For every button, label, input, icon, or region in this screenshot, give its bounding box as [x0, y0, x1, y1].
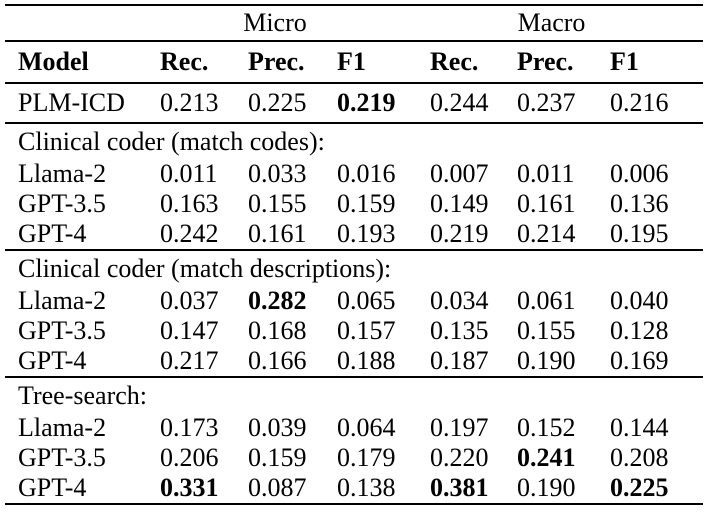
row-s2-gpt-3.5: GPT-3.5 0.147 0.168 0.157 0.135 0.155 0.…: [5, 316, 703, 346]
model-name-cell: Llama-2: [18, 159, 107, 188]
metric-value-cell: 0.244: [430, 88, 489, 117]
model-name-cell: PLM-ICD: [18, 88, 125, 117]
metric-value-cell: 0.159: [337, 189, 396, 218]
metric-value-cell: 0.168: [248, 316, 307, 345]
metric-value-cell: 0.169: [610, 346, 669, 375]
metric-value-cell: 0.016: [337, 159, 396, 188]
row-s2-llama-2: Llama-2 0.037 0.282 0.065 0.034 0.061 0.…: [5, 286, 703, 316]
metric-value-cell: 0.282: [248, 286, 307, 315]
row-s3-gpt-4: GPT-4 0.331 0.087 0.138 0.381 0.190 0.22…: [5, 473, 703, 504]
metric-value-cell: 0.155: [248, 189, 307, 218]
row-s1-gpt-4: GPT-4 0.242 0.161 0.193 0.219 0.214 0.19…: [5, 219, 704, 250]
metric-value-cell: 0.217: [160, 346, 219, 375]
model-name-cell: GPT-4: [18, 473, 87, 502]
macro-group-label: Macro: [517, 8, 586, 37]
col-header-macro-f1: F1: [610, 47, 639, 76]
metric-value-cell: 0.135: [430, 316, 489, 345]
metric-value-cell: 0.219: [337, 88, 396, 117]
col-header-micro-prec: Prec.: [248, 47, 305, 76]
metric-value-cell: 0.136: [610, 189, 669, 218]
metric-value-cell: 0.147: [160, 316, 219, 345]
metric-value-cell: 0.179: [337, 443, 396, 472]
metric-value-cell: 0.144: [610, 413, 669, 442]
metric-value-cell: 0.061: [517, 286, 576, 315]
section-header-clinical-coder-match-descriptions: Clinical coder (match descriptions):: [5, 250, 703, 286]
metric-value-cell: 0.166: [248, 346, 307, 375]
metric-value-cell: 0.138: [337, 473, 396, 502]
metric-value-cell: 0.237: [517, 88, 576, 117]
metric-value-cell: 0.163: [160, 189, 219, 218]
col-header-micro-rec: Rec.: [160, 47, 209, 76]
metric-value-cell: 0.161: [248, 219, 307, 248]
metric-group-header-row: Micro Macro: [5, 5, 704, 41]
metric-value-cell: 0.037: [160, 286, 219, 315]
metric-value-cell: 0.241: [517, 443, 576, 472]
metric-value-cell: 0.006: [610, 159, 669, 188]
section-header-label: Clinical coder (match descriptions):: [18, 253, 392, 283]
col-header-macro-rec: Rec.: [430, 47, 479, 76]
row-plm-icd: PLM-ICD 0.213 0.225 0.219 0.244 0.237 0.…: [5, 83, 704, 123]
metric-value-cell: 0.216: [610, 88, 669, 117]
section-header-label: Clinical coder (match codes):: [18, 126, 325, 156]
metric-value-cell: 0.161: [517, 189, 576, 218]
metric-value-cell: 0.208: [610, 443, 669, 472]
metric-value-cell: 0.157: [337, 316, 396, 345]
col-header-macro-prec: Prec.: [517, 47, 574, 76]
metric-value-cell: 0.190: [517, 346, 576, 375]
group-header-spacer: [5, 5, 160, 41]
metric-value-cell: 0.219: [430, 219, 489, 248]
model-name-cell: GPT-4: [18, 219, 87, 248]
metric-value-cell: 0.188: [337, 346, 396, 375]
metric-value-cell: 0.007: [430, 159, 489, 188]
metric-value-cell: 0.225: [248, 88, 307, 117]
metric-value-cell: 0.039: [248, 413, 307, 442]
results-table: Micro Macro Model Rec. Prec. F1 Rec. Pre…: [5, 4, 704, 505]
row-s1-gpt-3.5: GPT-3.5 0.163 0.155 0.159 0.149 0.161 0.…: [5, 189, 703, 219]
metric-value-cell: 0.173: [160, 413, 219, 442]
metric-value-cell: 0.206: [160, 443, 219, 472]
metric-value-cell: 0.155: [517, 316, 576, 345]
column-header-row: Model Rec. Prec. F1 Rec. Prec. F1: [5, 41, 704, 83]
section-header-clinical-coder-match-codes: Clinical coder (match codes):: [5, 123, 703, 159]
metric-value-cell: 0.190: [517, 473, 576, 502]
metric-value-cell: 0.242: [160, 219, 219, 248]
model-name-cell: Llama-2: [18, 413, 107, 442]
row-s1-llama-2: Llama-2 0.011 0.033 0.016 0.007 0.011 0.…: [5, 159, 703, 189]
section-header-label: Tree-search:: [18, 380, 147, 410]
model-name-cell: Llama-2: [18, 286, 107, 315]
metric-value-cell: 0.381: [430, 473, 489, 502]
model-name-cell: GPT-3.5: [18, 443, 106, 472]
metric-value-cell: 0.197: [430, 413, 489, 442]
metric-value-cell: 0.187: [430, 346, 489, 375]
row-s3-gpt-3.5: GPT-3.5 0.206 0.159 0.179 0.220 0.241 0.…: [5, 443, 703, 473]
metric-value-cell: 0.149: [430, 189, 489, 218]
metric-value-cell: 0.011: [160, 159, 218, 188]
metric-value-cell: 0.195: [610, 219, 669, 248]
metric-value-cell: 0.128: [610, 316, 669, 345]
model-name-cell: GPT-3.5: [18, 189, 106, 218]
col-header-micro-f1: F1: [337, 47, 366, 76]
model-name-cell: GPT-3.5: [18, 316, 106, 345]
metric-value-cell: 0.011: [517, 159, 575, 188]
metric-value-cell: 0.087: [248, 473, 307, 502]
row-s2-gpt-4: GPT-4 0.217 0.166 0.188 0.187 0.190 0.16…: [5, 346, 704, 377]
metric-value-cell: 0.064: [337, 413, 396, 442]
metric-value-cell: 0.040: [610, 286, 669, 315]
metric-value-cell: 0.214: [517, 219, 576, 248]
metric-value-cell: 0.152: [517, 413, 576, 442]
metric-value-cell: 0.159: [248, 443, 307, 472]
metric-value-cell: 0.065: [337, 286, 396, 315]
metric-value-cell: 0.220: [430, 443, 489, 472]
section-header-tree-search: Tree-search:: [5, 377, 703, 413]
metric-value-cell: 0.331: [160, 473, 219, 502]
micro-group-label: Micro: [243, 8, 307, 37]
row-s3-llama-2: Llama-2 0.173 0.039 0.064 0.197 0.152 0.…: [5, 413, 703, 443]
metric-value-cell: 0.193: [337, 219, 396, 248]
metric-value-cell: 0.033: [248, 159, 307, 188]
metric-value-cell: 0.225: [610, 473, 669, 502]
model-name-cell: GPT-4: [18, 346, 87, 375]
metric-value-cell: 0.034: [430, 286, 489, 315]
metric-value-cell: 0.213: [160, 88, 219, 117]
col-header-model: Model: [18, 47, 89, 76]
